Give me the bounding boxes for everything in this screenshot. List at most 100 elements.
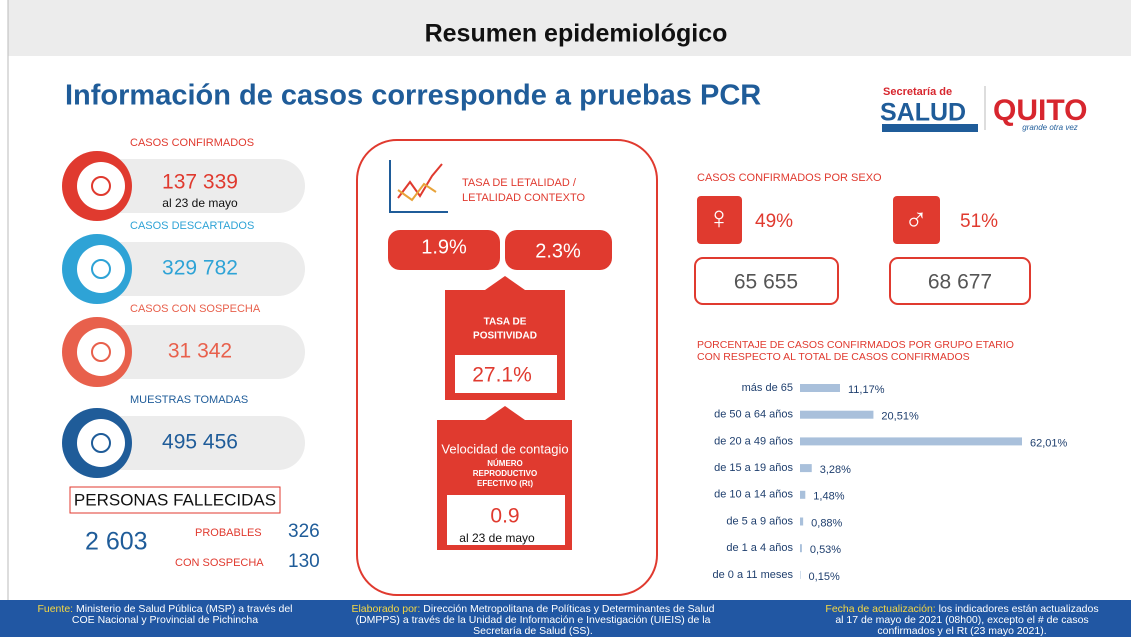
male-icon [893, 196, 940, 244]
footer-band [0, 600, 1131, 637]
middle-panel [356, 139, 658, 596]
value-label: 3,28% [820, 464, 851, 476]
sex-title: CASOS CONFIRMADOS POR SEXO [697, 172, 882, 184]
category-label: de 20 a 49 años [714, 435, 793, 447]
value-label: 62,01% [1030, 437, 1068, 449]
value-label: 1,48% [813, 491, 844, 503]
deaths-title: PERSONAS FALLECIDAS [74, 490, 276, 509]
footer-line: Ministerio de Salud Pública (MSP) a trav… [73, 603, 292, 615]
main-title: Información de casos corresponde a prueb… [65, 80, 761, 112]
female-count: 65 655 [734, 271, 798, 294]
age-chart-title: CON RESPECTO AL TOTAL DE CASOS CONFIRMAD… [697, 351, 970, 363]
positivity-title: TASA DE [484, 317, 527, 328]
lethality-title: TASA DE LETALIDAD / [462, 177, 577, 189]
footer-label: Fuente: [37, 603, 73, 615]
header-band [8, 0, 1131, 56]
footer-label: Elaborado por: [351, 603, 420, 615]
footer-text: confirmados y el Rt (23 mayo 2021). [877, 625, 1046, 637]
category-label: de 0 a 11 meses [712, 569, 793, 581]
category-label: de 1 a 4 años [726, 542, 793, 554]
footer-text: Fuente: Ministerio de Salud Pública (MSP… [37, 603, 292, 615]
value-label: 0,15% [809, 571, 840, 583]
bar [800, 384, 840, 392]
bar [800, 544, 802, 553]
card-icon [91, 259, 111, 279]
logo-bar [882, 124, 978, 132]
footer-text: (DMPPS) a través de la Unidad de Informa… [356, 614, 711, 626]
footer-text: Elaborado por: Dirección Metropolitana d… [351, 603, 714, 615]
value-label: 0,88% [811, 517, 842, 529]
rt-subtitle: EFECTIVO (Rt) [477, 479, 533, 488]
card-ring-inner [77, 419, 125, 467]
card-value: 31 342 [168, 340, 232, 363]
rt-subtitle: NÚMERO [487, 459, 523, 468]
category-label: de 10 a 14 años [714, 489, 793, 501]
card-icon [91, 342, 111, 362]
card-label: MUESTRAS TOMADAS [130, 394, 248, 406]
bar [800, 517, 804, 526]
footer-text: Fecha de actualización: los indicadores … [825, 603, 1098, 615]
footer-text: COE Nacional y Provincial de Pichincha [72, 614, 258, 626]
male-count: 68 677 [928, 271, 992, 294]
logo-tagline: grande otra vez [1022, 123, 1078, 132]
footer-line: confirmados y el Rt (23 mayo 2021). [877, 625, 1046, 637]
rt-value: 0.9 [490, 505, 519, 528]
footer-line: Secretaría de Salud (SS). [473, 625, 593, 637]
card-pill [95, 159, 305, 213]
bar [800, 464, 812, 473]
category-label: de 5 a 9 años [726, 515, 793, 527]
value-label: 11,17% [848, 384, 885, 396]
footer-line: al 17 de mayo de 2021 (08h00), excepto e… [835, 614, 1088, 626]
bar [800, 570, 801, 579]
lethality-value: 1.9% [421, 236, 467, 258]
lethality-value: 2.3% [535, 240, 581, 262]
rt-note: al 23 de mayo [459, 531, 535, 545]
female-percent: 49% [755, 211, 793, 232]
trend-icon [389, 160, 448, 213]
footer-line: Dirección Metropolitana de Políticas y D… [420, 603, 714, 615]
probables-label: PROBABLES [195, 527, 262, 539]
footer-text: Secretaría de Salud (SS). [473, 625, 593, 637]
card-ring-inner [77, 245, 125, 293]
positivity-title: POSITIVIDAD [473, 331, 537, 342]
bar [800, 490, 806, 499]
male-percent: 51% [960, 211, 998, 232]
value-label: 0,53% [810, 544, 841, 556]
logo-line3: QUITO [993, 94, 1087, 127]
female-icon [697, 196, 742, 244]
card-value: 329 782 [162, 257, 238, 280]
card-icon [91, 176, 111, 196]
card-ring-inner [77, 328, 125, 376]
card-pill [95, 325, 305, 379]
card-value: 495 456 [162, 431, 238, 454]
male-symbol: ♂ [904, 201, 928, 237]
category-label: de 15 a 19 años [714, 462, 793, 474]
logo-line1: Secretaría de [883, 86, 952, 98]
female-count-box [694, 257, 839, 305]
female-symbol: ♀ [707, 199, 731, 235]
suspect-value: 130 [288, 551, 320, 572]
lethality-box [505, 230, 612, 270]
card-note: al 23 de mayo [162, 196, 238, 210]
lethality-box [388, 230, 500, 270]
card-label: CASOS CON SOSPECHA [130, 303, 261, 315]
suspect-label: CON SOSPECHA [175, 557, 264, 569]
card-icon [91, 433, 111, 453]
card-label: CASOS DESCARTADOS [130, 220, 254, 232]
bar [800, 437, 1022, 446]
rt-title: Velocidad de contagio [441, 441, 568, 456]
category-label: de 50 a 64 años [714, 409, 793, 421]
card-pill [95, 242, 305, 296]
header-title: Resumen epidemiológico [425, 20, 728, 48]
deaths-box [69, 486, 281, 514]
footer-label: Fecha de actualización: [825, 603, 935, 615]
deaths-total: 2 603 [85, 528, 148, 556]
rt-subtitle: REPRODUCTIVO [473, 469, 537, 478]
logo-line2: SALUD [880, 99, 966, 127]
positivity-inner [455, 355, 557, 393]
footer-line: los indicadores están actualizados [936, 603, 1099, 615]
card-label: CASOS CONFIRMADOS [130, 137, 254, 149]
lethality-title: LETALIDAD CONTEXTO [462, 192, 586, 204]
